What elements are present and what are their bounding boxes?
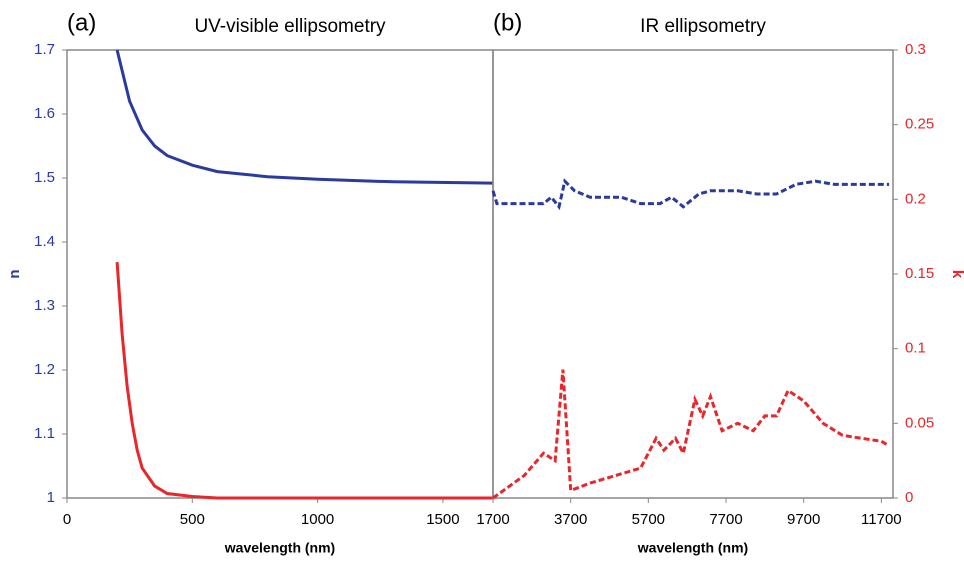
x-tick-label: 1000 [301,511,334,528]
x-tick-label: 9700 [787,511,820,528]
y-tick-label: 1 [47,489,55,506]
x-tick-label: 3700 [554,511,587,528]
x-axis-label: wavelength (nm) [637,540,748,556]
chart-title: IR ellipsometry [640,16,766,37]
x-axis-label: wavelength (nm) [224,540,335,556]
data-line [115,261,493,500]
y2-tick-label: 0.3 [905,41,926,58]
y2-tick-label: 0 [905,489,913,506]
data-line [492,369,890,500]
chart-title: UV-visible ellipsometry [194,16,386,37]
y-tick-label: 1.6 [34,105,55,122]
panel-label: (b) [493,9,522,36]
y2-tick-label: 0.25 [905,116,934,133]
x-tick-label: 500 [180,511,205,528]
y2-tick-label: 0.1 [905,340,926,357]
x-tick-label: 5700 [632,511,665,528]
x-tick-label: 11700 [861,511,902,528]
y-tick-label: 1.1 [34,425,55,442]
y-tick-label: 1.3 [34,297,55,314]
y-axis-label: n [6,269,23,278]
x-tick-label: 1700 [476,511,509,528]
data-line [491,178,890,211]
y-tick-label: 1.2 [34,361,55,378]
y-tick-label: 1.5 [34,169,55,186]
x-tick-label: 1500 [426,511,459,528]
x-tick-label: 7700 [709,511,742,528]
y2-tick-label: 0.05 [905,414,934,431]
y2-tick-label: 0.2 [905,190,926,207]
data-line [115,49,494,185]
x-tick-label: 0 [63,511,71,528]
panel-label: (a) [67,9,96,36]
y-tick-label: 1.4 [34,233,55,250]
y2-tick-label: 0.15 [905,265,934,282]
y-tick-label: 1.7 [34,41,55,58]
plot-frame [66,49,494,499]
y2-axis-label: k [949,270,964,279]
